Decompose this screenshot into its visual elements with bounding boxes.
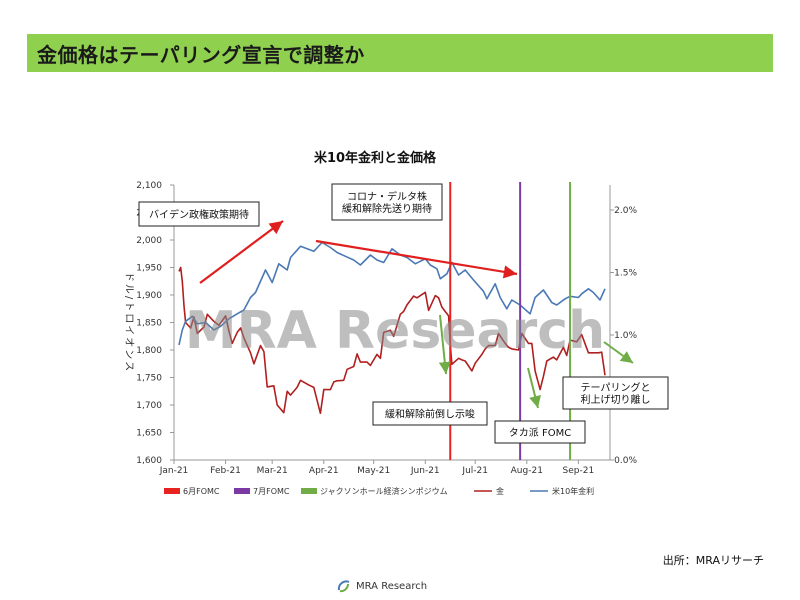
legend-label: 6月FOMC [183,487,220,496]
y-tick-label: 1,650 [136,429,162,439]
annotation-box [138,201,260,227]
x-tick-label: May-21 [357,466,390,476]
legend-swatch [234,488,250,494]
y2-tick-label: 0.0% [614,456,637,466]
series-line-gold [178,266,606,415]
y-tick-label: 1,950 [136,264,162,274]
y-tick-label: 1,900 [136,291,162,301]
legend-label: 米10年金利 [552,486,594,496]
legend-label: 金 [496,486,504,496]
page-title: 金価格はテーパリング宣言で調整か [37,42,365,67]
y-tick-label: 1,800 [136,346,162,356]
annotation-arrows [199,220,634,409]
y-tick-label: 1,850 [136,319,162,329]
source-label: 出所：MRAリサーチ [662,554,764,567]
annotation-arrow [315,239,518,279]
legend-swatch [164,488,180,494]
y-axis-label: ドル/トロイオンス [123,272,135,373]
y-tick-label: 1,750 [136,374,162,384]
title-bar: 金価格はテーパリング宣言で調整か [27,34,773,72]
annotation-text: テーパリングと [581,381,651,394]
watermark: MRA Research [185,301,605,361]
annotation-arrow [527,367,541,409]
footer-logo: MRA Research [336,578,427,594]
x-tick-label: Jan-21 [159,466,189,476]
y-tick-label: 1,600 [136,456,162,466]
chart-title: 米10年金利と金価格 [314,150,437,166]
annotation-text: タカ派 FOMC [509,427,571,439]
annotation-arrow [603,341,634,364]
x-tick-label: Mar-21 [257,466,288,476]
annotation-text: 利上げ切り離し [581,393,651,406]
annotation-box [372,401,488,426]
annotation-text: コロナ・デルタ株 [347,190,427,203]
y-tick-label: 2,000 [136,236,162,246]
legend-label: 7月FOMC [253,487,290,496]
y2-tick-label: 1.5% [614,269,637,279]
swirl-logo-icon [337,580,350,593]
x-tick-label: Jul-21 [461,466,488,476]
annotation-box [494,420,586,444]
y2-tick-label: 1.0% [614,331,637,341]
annotation-text: バイデン政権政策期待 [149,208,249,221]
legend-label: ジャクソンホール経済シンポジウム [320,486,448,496]
annotation-arrow [199,220,284,284]
x-tick-label: Feb-21 [210,466,241,476]
x-tick-label: Jun-21 [410,466,440,476]
y-tick-label: 1,700 [136,401,162,411]
annotation-text: 緩和解除先送り期待 [342,202,432,215]
x-tick-label: Sep-21 [563,466,595,476]
annotations: バイデン政権政策期待 コロナ・デルタ株緩和解除先送り期待緩和解除前倒し示唆タカ派 … [138,183,669,444]
legend-swatch [301,488,317,494]
annotation-arrow [438,314,451,375]
x-tick-label: Aug-21 [511,466,543,476]
y-tick-label: 2,100 [136,181,162,191]
x-tick-label: Apr-21 [309,466,339,476]
y2-tick-label: 2.0% [614,206,637,216]
footer-logo-text: MRA Research [356,580,428,592]
legend: 6月FOMC 7月FOMC ジャクソンホール経済シンポジウム 金 米10年金利 [164,486,594,496]
annotation-text: 緩和解除前倒し示唆 [385,408,475,421]
annotation-box [331,183,443,221]
annotation-box [562,376,669,410]
